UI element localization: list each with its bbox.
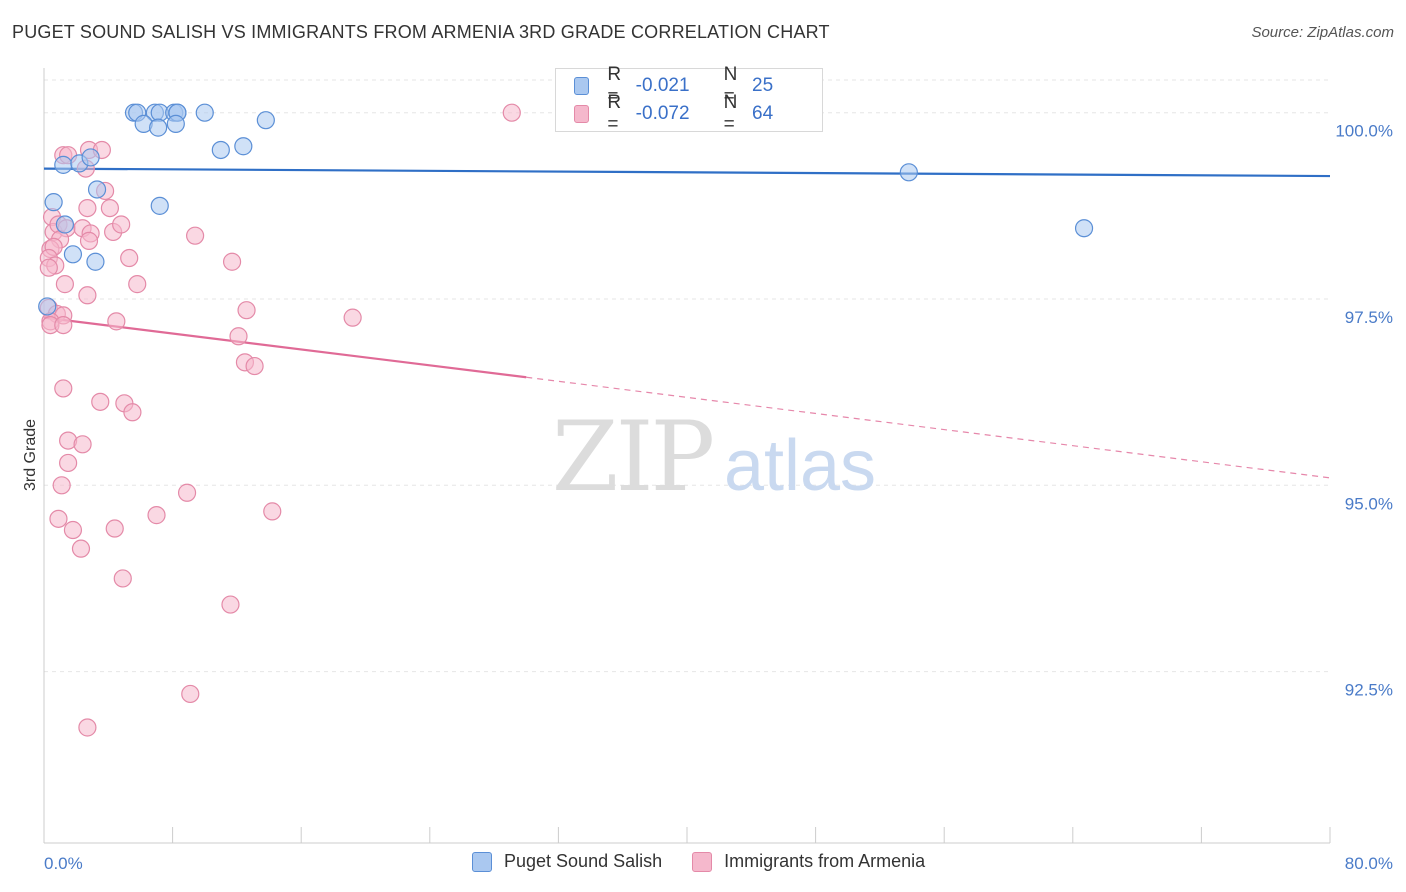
data-point-pink: [71, 539, 91, 558]
data-point-pink: [39, 258, 58, 277]
data-point-pink: [177, 483, 197, 502]
legend-label-salish: Puget Sound Salish: [504, 851, 663, 871]
points-layer: [38, 103, 1094, 737]
y-tick-label: 95.0%: [1345, 494, 1393, 513]
trend-extension-pink: [526, 376, 1331, 479]
trend-layer: [43, 167, 1331, 479]
data-point-pink: [100, 198, 120, 218]
legend-r-label: R =: [607, 92, 622, 135]
watermark: ZIP atlas: [552, 401, 876, 513]
data-point-pink: [91, 392, 110, 411]
data-point-pink: [73, 435, 92, 454]
data-point-blue: [149, 118, 168, 137]
data-point-pink: [63, 520, 83, 540]
legend-r-value: -0.021: [635, 75, 690, 96]
data-point-pink: [128, 275, 147, 294]
data-point-blue: [899, 163, 918, 182]
data-point-blue: [1074, 219, 1094, 238]
data-point-pink: [181, 684, 200, 704]
legend-n-value: 25: [752, 75, 774, 96]
legend-swatch-blue: [472, 851, 492, 872]
y-tick-label: 97.5%: [1345, 308, 1393, 327]
data-point-blue: [44, 193, 63, 212]
source-credit: Source: ZipAtlas.com: [1251, 24, 1394, 41]
legend-swatch-pink: [574, 105, 590, 123]
series-legend: Puget Sound Salish Immigrants from Armen…: [472, 851, 955, 872]
chart-title: PUGET SOUND SALISH VS IMMIGRANTS FROM AR…: [12, 22, 830, 42]
trend-line-blue: [43, 167, 1331, 178]
data-point-blue: [81, 148, 100, 167]
legend-n-label: N =: [723, 64, 738, 107]
data-point-pink: [186, 226, 205, 245]
legend-r-value: -0.072: [635, 103, 690, 124]
data-point-pink: [78, 718, 97, 737]
correlation-legend: R = -0.021 N = 25 R = -0.072 N = 64: [555, 64, 823, 135]
data-point-pink: [54, 315, 73, 335]
x-tick-label-min: 0.0%: [44, 854, 83, 873]
data-point-blue: [86, 252, 105, 271]
data-point-pink: [502, 103, 521, 122]
legend-item-armenia: Immigrants from Armenia: [692, 851, 925, 872]
legend-r-label: R =: [607, 64, 622, 107]
y-tick-label: 100.0%: [1335, 122, 1393, 141]
data-point-pink: [120, 248, 139, 268]
data-point-pink: [59, 453, 78, 473]
y-tick-label: 92.5%: [1345, 681, 1393, 700]
data-point-blue: [234, 137, 253, 156]
legend-swatch-pink: [692, 851, 713, 872]
data-point-pink: [54, 379, 73, 398]
legend-n-value: 64: [752, 103, 774, 124]
data-point-blue: [87, 180, 107, 199]
data-point-blue: [54, 155, 73, 174]
legend-n-label: N =: [723, 92, 738, 135]
data-point-pink: [263, 502, 282, 521]
data-point-blue: [256, 111, 275, 130]
x-tick-label-max: 80.0%: [1345, 854, 1393, 873]
data-point-pink: [78, 198, 97, 218]
data-point-pink: [221, 595, 240, 614]
data-point-pink: [123, 403, 142, 422]
data-point-pink: [105, 519, 124, 538]
data-point-blue: [195, 103, 214, 122]
legend-row-salish: R = -0.021 N = 25: [574, 64, 822, 107]
data-point-pink: [78, 286, 97, 305]
data-point-pink: [112, 215, 131, 234]
data-point-blue: [38, 297, 57, 316]
data-point-pink: [237, 301, 256, 320]
data-point-pink: [343, 308, 362, 327]
data-point-pink: [222, 252, 242, 271]
data-point-blue: [63, 245, 83, 264]
data-point-blue: [150, 196, 169, 215]
data-point-blue: [211, 140, 230, 160]
data-point-blue: [166, 114, 185, 133]
legend-row-armenia: R = -0.072 N = 64: [574, 92, 822, 135]
trend-line-pink: [43, 316, 527, 379]
watermark-atlas: atlas: [724, 426, 876, 506]
data-point-pink: [107, 312, 126, 331]
data-point-pink: [229, 327, 248, 346]
data-point-pink: [52, 476, 71, 495]
legend-label-armenia: Immigrants from Armenia: [724, 851, 926, 871]
axis-layer: 100.0% 97.5% 95.0% 92.5% 0.0% 80.0%: [43, 68, 1393, 873]
data-point-pink: [113, 569, 132, 588]
data-point-pink: [147, 506, 166, 525]
legend-item-salish: Puget Sound Salish: [472, 851, 662, 872]
legend-swatch-blue: [574, 77, 590, 95]
y-axis-title: 3rd Grade: [22, 419, 39, 491]
data-point-blue: [55, 215, 74, 234]
data-point-pink: [49, 509, 68, 528]
watermark-zip: ZIP: [552, 401, 713, 513]
data-point-pink: [79, 231, 99, 250]
data-point-pink: [55, 275, 74, 294]
data-point-pink: [245, 356, 264, 376]
